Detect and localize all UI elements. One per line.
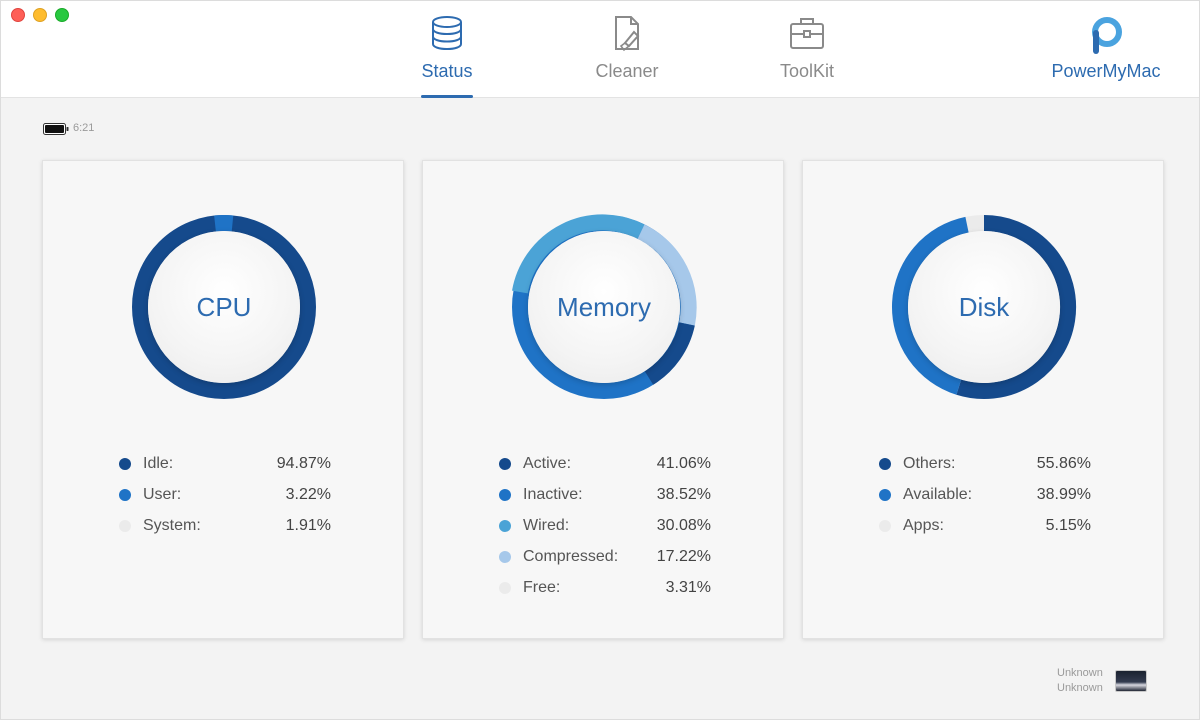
memory-card: Memory Active: 41.06% Inactive: 38.52% W…	[422, 160, 784, 639]
legend-item: Inactive: 38.52%	[499, 479, 711, 510]
legend-label: Compressed:	[523, 547, 619, 565]
disk-legend: Others: 55.86% Available: 38.99% Apps: 5…	[879, 448, 1091, 541]
legend-dot	[879, 519, 891, 532]
legend-dot	[879, 488, 891, 501]
legend-dot	[499, 550, 511, 563]
device-line-2: Unknown	[1057, 682, 1103, 694]
device-thumbnail	[1114, 670, 1147, 692]
legend-value: 94.87%	[276, 454, 331, 472]
legend-label: Free:	[523, 578, 561, 596]
legend-item: System: 1.91%	[119, 510, 331, 541]
disk-card: Disk Others: 55.86% Available: 38.99% Ap…	[802, 160, 1164, 639]
legend-value: 55.86%	[1036, 454, 1091, 472]
memory-ring-chart	[512, 214, 697, 399]
legend-dot	[499, 581, 511, 594]
disk-ring: Disk	[891, 214, 1077, 400]
cpu-legend: Idle: 94.87% User: 3.22% System: 1.91%	[119, 448, 331, 541]
battery-status: 6:21	[43, 122, 95, 135]
legend-value: 17.22%	[656, 547, 711, 565]
tab-cleaner-label: Cleaner	[595, 61, 659, 81]
legend-label: Apps:	[903, 516, 944, 534]
legend-label: Idle:	[143, 454, 174, 472]
legend-value: 30.08%	[656, 516, 711, 534]
legend-dot	[499, 457, 511, 470]
close-window-button[interactable]	[11, 8, 25, 22]
toolkit-icon	[787, 13, 827, 53]
battery-icon	[43, 122, 69, 135]
legend-label: Active:	[523, 454, 572, 472]
cpu-card: CPU Idle: 94.87% User: 3.22% System: 1.9…	[42, 160, 404, 639]
legend-item: Available: 38.99%	[879, 479, 1091, 510]
database-icon	[427, 13, 467, 53]
cpu-ring-center: CPU	[148, 231, 300, 383]
legend-dot	[119, 488, 131, 501]
memory-legend: Active: 41.06% Inactive: 38.52% Wired: 3…	[499, 448, 711, 603]
cpu-ring: CPU	[131, 214, 317, 400]
zoom-window-button[interactable]	[55, 8, 69, 22]
legend-item: Others: 55.86%	[879, 448, 1091, 479]
brand[interactable]: PowerMyMac	[1031, 15, 1181, 82]
toolbar: Status Cleaner	[1, 1, 1199, 98]
tab-toolkit[interactable]: ToolKit	[752, 13, 862, 98]
legend-value: 5.15%	[1045, 516, 1091, 534]
legend-item: User: 3.22%	[119, 479, 331, 510]
memory-title: Memory	[557, 291, 651, 322]
memory-ring-center: Memory	[528, 231, 680, 383]
legend-label: User:	[143, 485, 182, 503]
legend-value: 1.91%	[285, 516, 331, 534]
window-controls	[11, 8, 69, 22]
legend-item: Idle: 94.87%	[119, 448, 331, 479]
brand-name: PowerMyMac	[1051, 61, 1161, 81]
tab-status[interactable]: Status	[392, 13, 502, 98]
legend-label: Inactive:	[523, 485, 583, 503]
tab-toolkit-label: ToolKit	[779, 61, 835, 81]
legend-value: 3.31%	[665, 578, 711, 596]
tab-cleaner[interactable]: Cleaner	[572, 13, 682, 98]
legend-item: Free: 3.31%	[499, 572, 711, 603]
cpu-ring-chart	[132, 214, 316, 399]
legend-item: Compressed: 17.22%	[499, 541, 711, 572]
legend-item: Wired: 30.08%	[499, 510, 711, 541]
disk-ring-chart	[891, 215, 1077, 399]
legend-label: Wired:	[523, 516, 570, 534]
legend-dot	[119, 457, 131, 470]
legend-dot	[499, 488, 511, 501]
legend-value: 3.22%	[285, 485, 331, 503]
cleaner-icon	[607, 13, 647, 53]
legend-dot	[499, 519, 511, 532]
device-text: Unknown Unknown	[1057, 666, 1103, 696]
legend-item: Apps: 5.15%	[879, 510, 1091, 541]
legend-label: System:	[143, 516, 201, 534]
device-info[interactable]: Unknown Unknown	[1057, 666, 1147, 696]
powermymac-logo-icon	[1086, 15, 1126, 55]
memory-ring: Memory	[511, 214, 697, 400]
disk-title: Disk	[958, 291, 1010, 322]
legend-label: Others:	[903, 454, 956, 472]
legend-dot	[119, 519, 131, 532]
legend-label: Available:	[903, 485, 973, 503]
disk-ring-center: Disk	[908, 231, 1060, 383]
legend-value: 38.99%	[1036, 485, 1091, 503]
legend-item: Active: 41.06%	[499, 448, 711, 479]
tab-status-label: Status	[421, 61, 473, 81]
legend-dot	[879, 457, 891, 470]
legend-value: 38.52%	[656, 485, 711, 503]
minimize-window-button[interactable]	[33, 8, 47, 22]
legend-value: 41.06%	[656, 454, 711, 472]
active-tab-indicator	[421, 95, 473, 98]
device-line-1: Unknown	[1057, 667, 1103, 679]
cpu-title: CPU	[196, 291, 252, 322]
battery-time: 6:21	[73, 122, 95, 134]
